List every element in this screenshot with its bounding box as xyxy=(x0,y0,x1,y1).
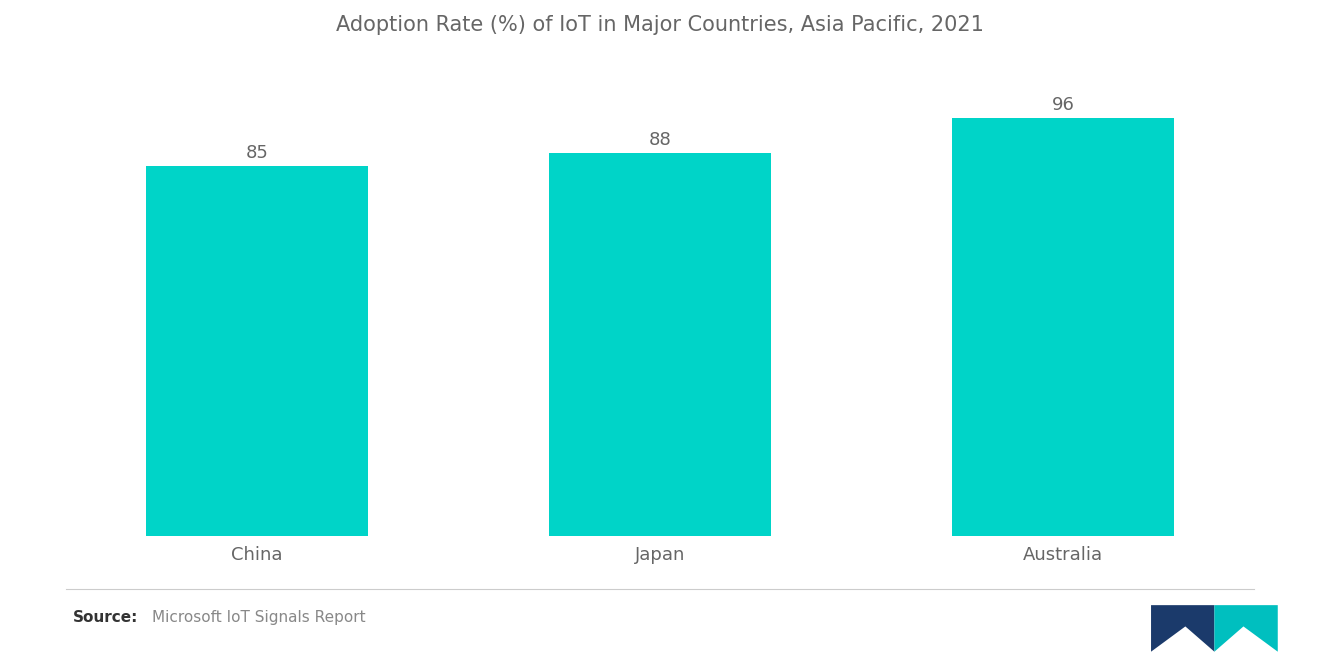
Bar xyxy=(549,153,771,536)
Bar xyxy=(147,166,368,536)
Text: Microsoft IoT Signals Report: Microsoft IoT Signals Report xyxy=(152,610,366,625)
Text: 96: 96 xyxy=(1052,96,1074,114)
Polygon shape xyxy=(1151,605,1214,652)
Title: Adoption Rate (%) of IoT in Major Countries, Asia Pacific, 2021: Adoption Rate (%) of IoT in Major Countr… xyxy=(337,15,983,35)
Text: 85: 85 xyxy=(246,144,268,162)
Polygon shape xyxy=(1214,605,1278,652)
Bar xyxy=(952,118,1173,536)
Text: Source:: Source: xyxy=(73,610,139,625)
Text: 88: 88 xyxy=(648,131,672,150)
